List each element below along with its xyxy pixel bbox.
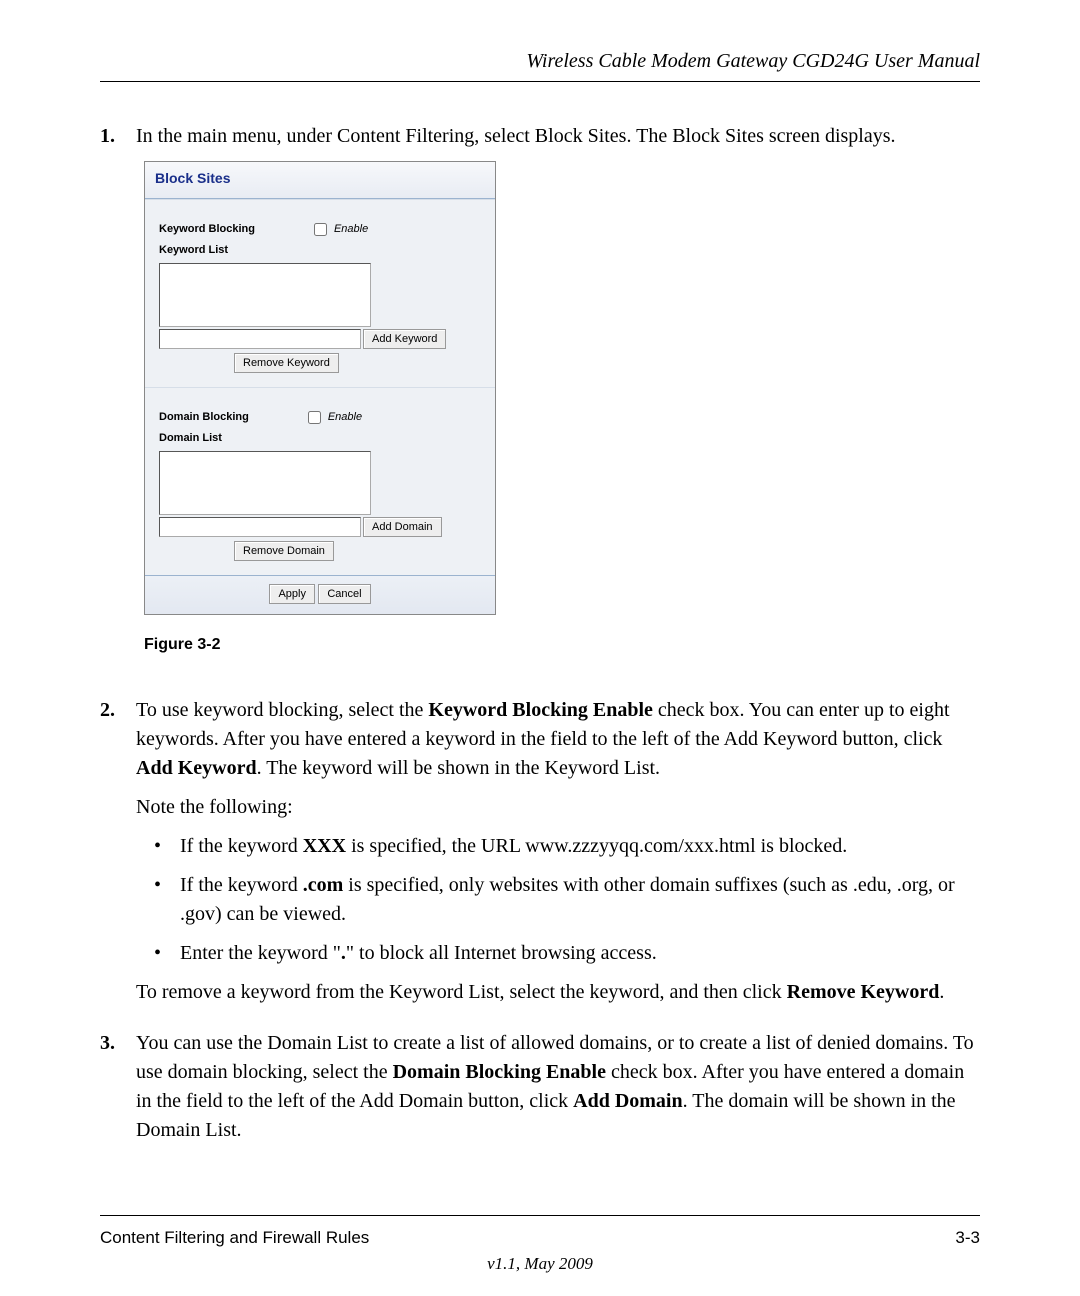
main-content: 1. In the main menu, under Content Filte… xyxy=(100,122,980,1155)
step-body: In the main menu, under Content Filterin… xyxy=(136,122,980,684)
domain-blocking-label: Domain Blocking xyxy=(159,410,249,426)
keyword-input-row: Add Keyword xyxy=(159,329,481,349)
domain-input-row: Add Domain xyxy=(159,517,481,537)
bold-text: Domain Blocking Enable xyxy=(393,1061,606,1083)
footer-right: 3-3 xyxy=(955,1228,980,1248)
bullet-3: • Enter the keyword "." to block all Int… xyxy=(154,939,980,968)
text: To use keyword blocking, select the xyxy=(136,699,428,721)
bullet-text: If the keyword XXX is specified, the URL… xyxy=(180,832,980,861)
bullet-text: If the keyword .com is specified, only w… xyxy=(180,871,980,929)
remove-keyword-button[interactable]: Remove Keyword xyxy=(234,353,339,373)
step-2: 2. To use keyword blocking, select the K… xyxy=(100,696,980,1017)
step-2-p2: To remove a keyword from the Keyword Lis… xyxy=(136,978,980,1007)
text: . xyxy=(939,981,944,1003)
step-1: 1. In the main menu, under Content Filte… xyxy=(100,122,980,684)
step-3-p1: You can use the Domain List to create a … xyxy=(136,1029,980,1145)
panel-footer: Apply Cancel xyxy=(145,575,495,614)
domain-enable-checkbox[interactable] xyxy=(308,411,321,424)
bold-text: Remove Keyword xyxy=(787,981,940,1003)
block-sites-panel: Block Sites Keyword Blocking Enable Keyw… xyxy=(144,161,496,615)
enable-label-2: Enable xyxy=(328,410,362,426)
domain-list-label: Domain List xyxy=(159,431,481,447)
text: If the keyword xyxy=(180,874,303,896)
text: . The keyword will be shown in the Keywo… xyxy=(257,757,660,779)
keyword-blocking-label: Keyword Blocking xyxy=(159,222,255,238)
step-number: 3. xyxy=(100,1029,130,1155)
bold-text: Add Keyword xyxy=(136,757,257,779)
domain-input[interactable] xyxy=(159,517,361,537)
header-title: Wireless Cable Modem Gateway CGD24G User… xyxy=(100,50,980,82)
bullet-text: Enter the keyword "." to block all Inter… xyxy=(180,939,980,968)
bullet-2: • If the keyword .com is specified, only… xyxy=(154,871,980,929)
keyword-list-box[interactable] xyxy=(159,263,371,327)
page: Wireless Cable Modem Gateway CGD24G User… xyxy=(0,0,1080,1296)
bold-text: XXX xyxy=(303,835,346,857)
bold-text: .com xyxy=(303,874,344,896)
step-body: You can use the Domain List to create a … xyxy=(136,1029,980,1155)
step-body: To use keyword blocking, select the Keyw… xyxy=(136,696,980,1017)
bold-text: Add Domain xyxy=(573,1090,682,1112)
domain-enable-wrap: Enable xyxy=(304,408,362,427)
remove-domain-button[interactable]: Remove Domain xyxy=(234,541,334,561)
version-text: v1.1, May 2009 xyxy=(0,1254,1080,1274)
keyword-input[interactable] xyxy=(159,329,361,349)
cancel-button[interactable]: Cancel xyxy=(318,584,370,604)
figure-caption: Figure 3-2 xyxy=(144,633,980,656)
text: " to block all Internet browsing access. xyxy=(346,942,657,964)
domain-blocking-row: Domain Blocking Enable xyxy=(159,408,481,427)
step-number: 2. xyxy=(100,696,130,1017)
keyword-list-label: Keyword List xyxy=(159,243,481,259)
keyword-enable-checkbox[interactable] xyxy=(314,223,327,236)
step-1-text: In the main menu, under Content Filterin… xyxy=(136,122,980,151)
text: To remove a keyword from the Keyword Lis… xyxy=(136,981,787,1003)
bullet-list: • If the keyword XXX is specified, the U… xyxy=(154,832,980,968)
add-keyword-button[interactable]: Add Keyword xyxy=(363,329,446,349)
step-2-p1: To use keyword blocking, select the Keyw… xyxy=(136,696,980,783)
keyword-blocking-row: Keyword Blocking Enable xyxy=(159,220,481,239)
remove-keyword-row: Remove Keyword xyxy=(234,353,481,373)
text: Enter the keyword " xyxy=(180,942,341,964)
domain-list-box[interactable] xyxy=(159,451,371,515)
step-number: 1. xyxy=(100,122,130,684)
remove-domain-row: Remove Domain xyxy=(234,541,481,561)
panel-title: Block Sites xyxy=(145,162,495,199)
footer-left: Content Filtering and Firewall Rules xyxy=(100,1228,369,1248)
bullet-icon: • xyxy=(154,939,180,968)
bold-text: Keyword Blocking Enable xyxy=(428,699,652,721)
step-3: 3. You can use the Domain List to create… xyxy=(100,1029,980,1155)
keyword-enable-wrap: Enable xyxy=(310,220,368,239)
text: If the keyword xyxy=(180,835,303,857)
keyword-section: Keyword Blocking Enable Keyword List Add… xyxy=(145,199,495,387)
bullet-icon: • xyxy=(154,871,180,929)
page-footer: Content Filtering and Firewall Rules 3-3 xyxy=(100,1215,980,1248)
enable-label: Enable xyxy=(334,222,368,238)
step-2-note: Note the following: xyxy=(136,793,980,822)
text: is specified, the URL www.zzzyyqq.com/xx… xyxy=(346,835,847,857)
domain-section: Domain Blocking Enable Domain List Add D… xyxy=(145,387,495,575)
bullet-icon: • xyxy=(154,832,180,861)
add-domain-button[interactable]: Add Domain xyxy=(363,517,442,537)
apply-button[interactable]: Apply xyxy=(269,584,315,604)
bullet-1: • If the keyword XXX is specified, the U… xyxy=(154,832,980,861)
